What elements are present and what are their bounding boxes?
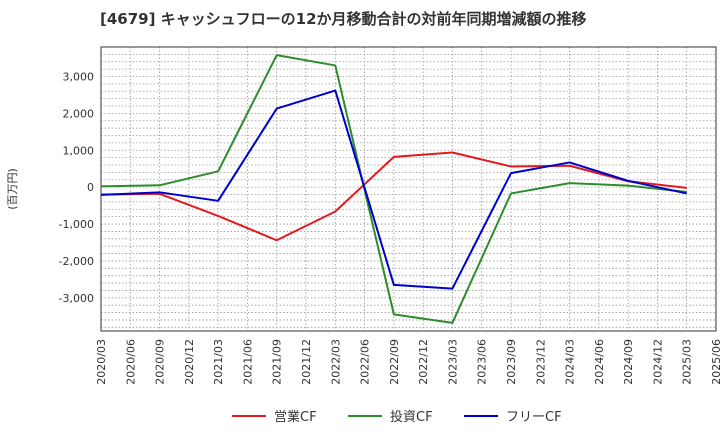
x-tick-label: 2020/12 <box>183 339 196 385</box>
y-axis-label: (百万円) <box>6 168 19 210</box>
x-tick-label: 2021/06 <box>241 339 254 385</box>
x-tick-label: 2021/09 <box>271 339 284 385</box>
series-lines <box>100 54 687 324</box>
x-tick-label: 2022/03 <box>329 339 342 385</box>
x-tick-label: 2023/06 <box>476 339 489 385</box>
series-line <box>100 151 687 242</box>
y-tick-label: 2,000 <box>63 107 95 120</box>
x-tick-label: 2020/09 <box>154 339 167 385</box>
x-tick-label: 2022/12 <box>417 339 430 385</box>
x-tick-label: 2020/06 <box>124 339 137 385</box>
gridlines <box>100 46 717 331</box>
legend: 営業CF 投資CF フリーCF <box>232 409 562 425</box>
x-tick-label: 2020/03 <box>95 339 108 385</box>
legend-label: フリーCF <box>506 410 562 425</box>
x-tick-label: 2022/06 <box>359 339 372 385</box>
x-axis-ticks: 2020/03 2020/06 2020/09 2020/12 2021/03 2021/… <box>95 339 720 385</box>
y-tick-label: 3,000 <box>63 71 95 84</box>
plot-frame <box>100 46 717 332</box>
y-axis-ticks: 3,000 2,000 1,000 0 -1,000 -2,000 -3,000 <box>59 71 94 305</box>
y-tick-label: -2,000 <box>59 255 94 268</box>
x-tick-label: 2025/03 <box>681 339 694 385</box>
legend-label: 営業CF <box>274 409 317 425</box>
x-tick-label: 2023/03 <box>446 339 459 385</box>
series-line <box>100 89 687 290</box>
y-tick-label: -3,000 <box>59 292 94 305</box>
x-tick-label: 2021/03 <box>212 339 225 385</box>
x-tick-label: 2024/06 <box>593 339 606 385</box>
x-tick-label: 2023/12 <box>534 339 547 385</box>
x-tick-label: 2023/09 <box>505 339 518 385</box>
y-tick-label: 0 <box>87 181 94 194</box>
x-tick-label: 2024/03 <box>564 339 577 385</box>
x-tick-label: 2025/06 <box>710 339 720 385</box>
x-tick-label: 2024/09 <box>622 339 635 385</box>
series-line <box>100 54 687 324</box>
x-tick-label: 2024/12 <box>651 339 664 385</box>
x-tick-label: 2021/12 <box>300 339 313 385</box>
x-tick-label: 2022/09 <box>388 339 401 385</box>
y-tick-label: 1,000 <box>63 144 95 157</box>
y-tick-label: -1,000 <box>59 218 94 231</box>
legend-label: 投資CF <box>390 409 433 425</box>
chart-title: [4679] キャッシュフローの12か月移動合計の対前年同期増減額の推移 <box>100 10 587 28</box>
